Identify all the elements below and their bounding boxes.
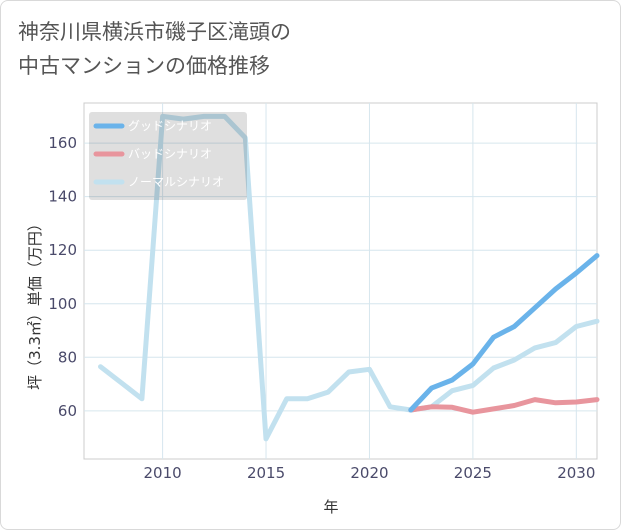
y-axis-label: 坪（3.3㎡）単価（万円）	[26, 216, 44, 390]
y-tick-label-160: 160	[48, 134, 77, 152]
x-tick-label-2030: 2030	[557, 464, 595, 482]
axis-ticks: 60 80 100 120 140 160 2010 2015 2020 2025 2030	[48, 134, 595, 482]
x-tick-label-2025: 2025	[454, 464, 492, 482]
chart-title: 神奈川県横浜市磯子区滝頭の 中古マンションの価格推移	[18, 15, 438, 83]
legend-label-2: バッドシナリオ	[128, 147, 212, 161]
chart-title-line2: 中古マンションの価格推移	[18, 54, 270, 78]
x-tick-label-2015: 2015	[247, 464, 285, 482]
plot-area	[83, 102, 598, 460]
x-axis-label: 年	[323, 498, 338, 516]
y-tick-label-100: 100	[48, 295, 77, 313]
x-tick-label-2020: 2020	[350, 464, 388, 482]
y-tick-label-60: 60	[58, 402, 77, 420]
y-tick-label-140: 140	[48, 188, 77, 206]
legend-label-1: グッドシナリオ	[128, 119, 212, 133]
series-lines	[98, 113, 600, 442]
legend-label-3: ノーマルシナリオ	[128, 175, 224, 189]
series-line-1	[408, 253, 600, 413]
y-tick-label-80: 80	[58, 348, 77, 366]
y-tick-label-120: 120	[48, 241, 77, 259]
x-tick-label-2010: 2010	[144, 464, 182, 482]
series-line-2	[408, 397, 600, 415]
series-line-3	[98, 113, 600, 442]
chart-title-line1: 神奈川県横浜市磯子区滝頭の	[18, 20, 291, 44]
grid-lines	[84, 103, 597, 459]
legend-box	[89, 112, 247, 200]
